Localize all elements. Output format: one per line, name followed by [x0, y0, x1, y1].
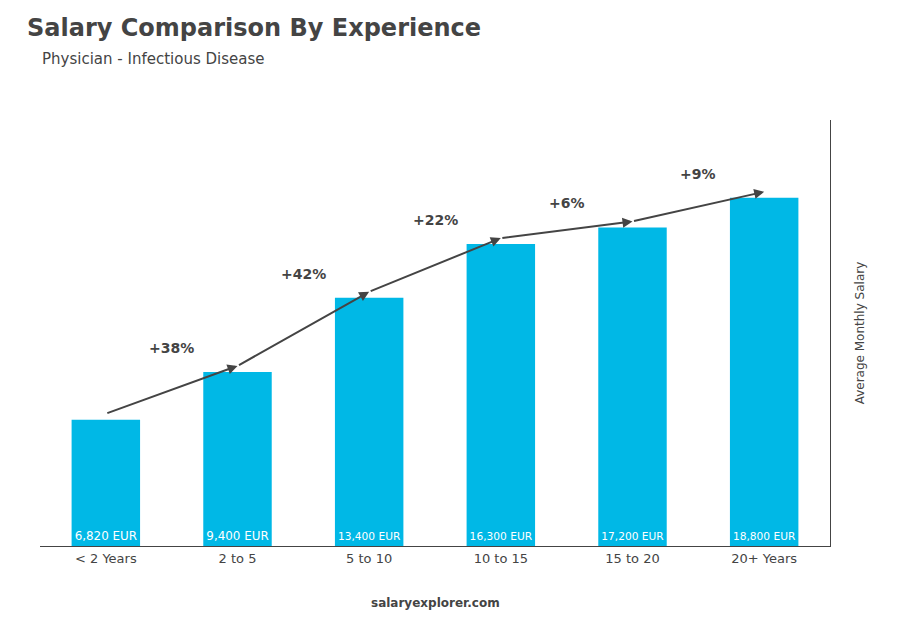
svg-text:16,300 EUR: 16,300 EUR	[470, 530, 533, 543]
svg-text:6,820 EUR: 6,820 EUR	[75, 529, 137, 543]
svg-text:Average Monthly Salary: Average Monthly Salary	[853, 262, 867, 405]
svg-text:17,200 EUR: 17,200 EUR	[601, 530, 664, 543]
svg-text:+22%: +22%	[413, 212, 458, 228]
svg-text:+42%: +42%	[281, 266, 326, 282]
svg-text:5 to 10: 5 to 10	[346, 551, 392, 566]
svg-text:18,800 EUR: 18,800 EUR	[733, 530, 796, 543]
svg-text:9,400 EUR: 9,400 EUR	[206, 529, 268, 543]
svg-text:13,400 EUR: 13,400 EUR	[338, 530, 401, 543]
svg-text:2 to 5: 2 to 5	[219, 551, 257, 566]
svg-text:15 to 20: 15 to 20	[605, 551, 659, 566]
svg-text:+6%: +6%	[549, 195, 585, 211]
svg-text:20+ Years: 20+ Years	[731, 551, 797, 566]
svg-text:+9%: +9%	[680, 166, 716, 182]
svg-text:Physician - Infectious Disease: Physician - Infectious Disease	[42, 50, 264, 68]
svg-text:+38%: +38%	[149, 340, 194, 356]
svg-text:< 2 Years: < 2 Years	[75, 551, 137, 566]
svg-text:Salary Comparison By Experienc: Salary Comparison By Experience	[27, 14, 481, 42]
svg-text:10 to 15: 10 to 15	[474, 551, 528, 566]
svg-text:salaryexplorer.com: salaryexplorer.com	[371, 596, 500, 610]
